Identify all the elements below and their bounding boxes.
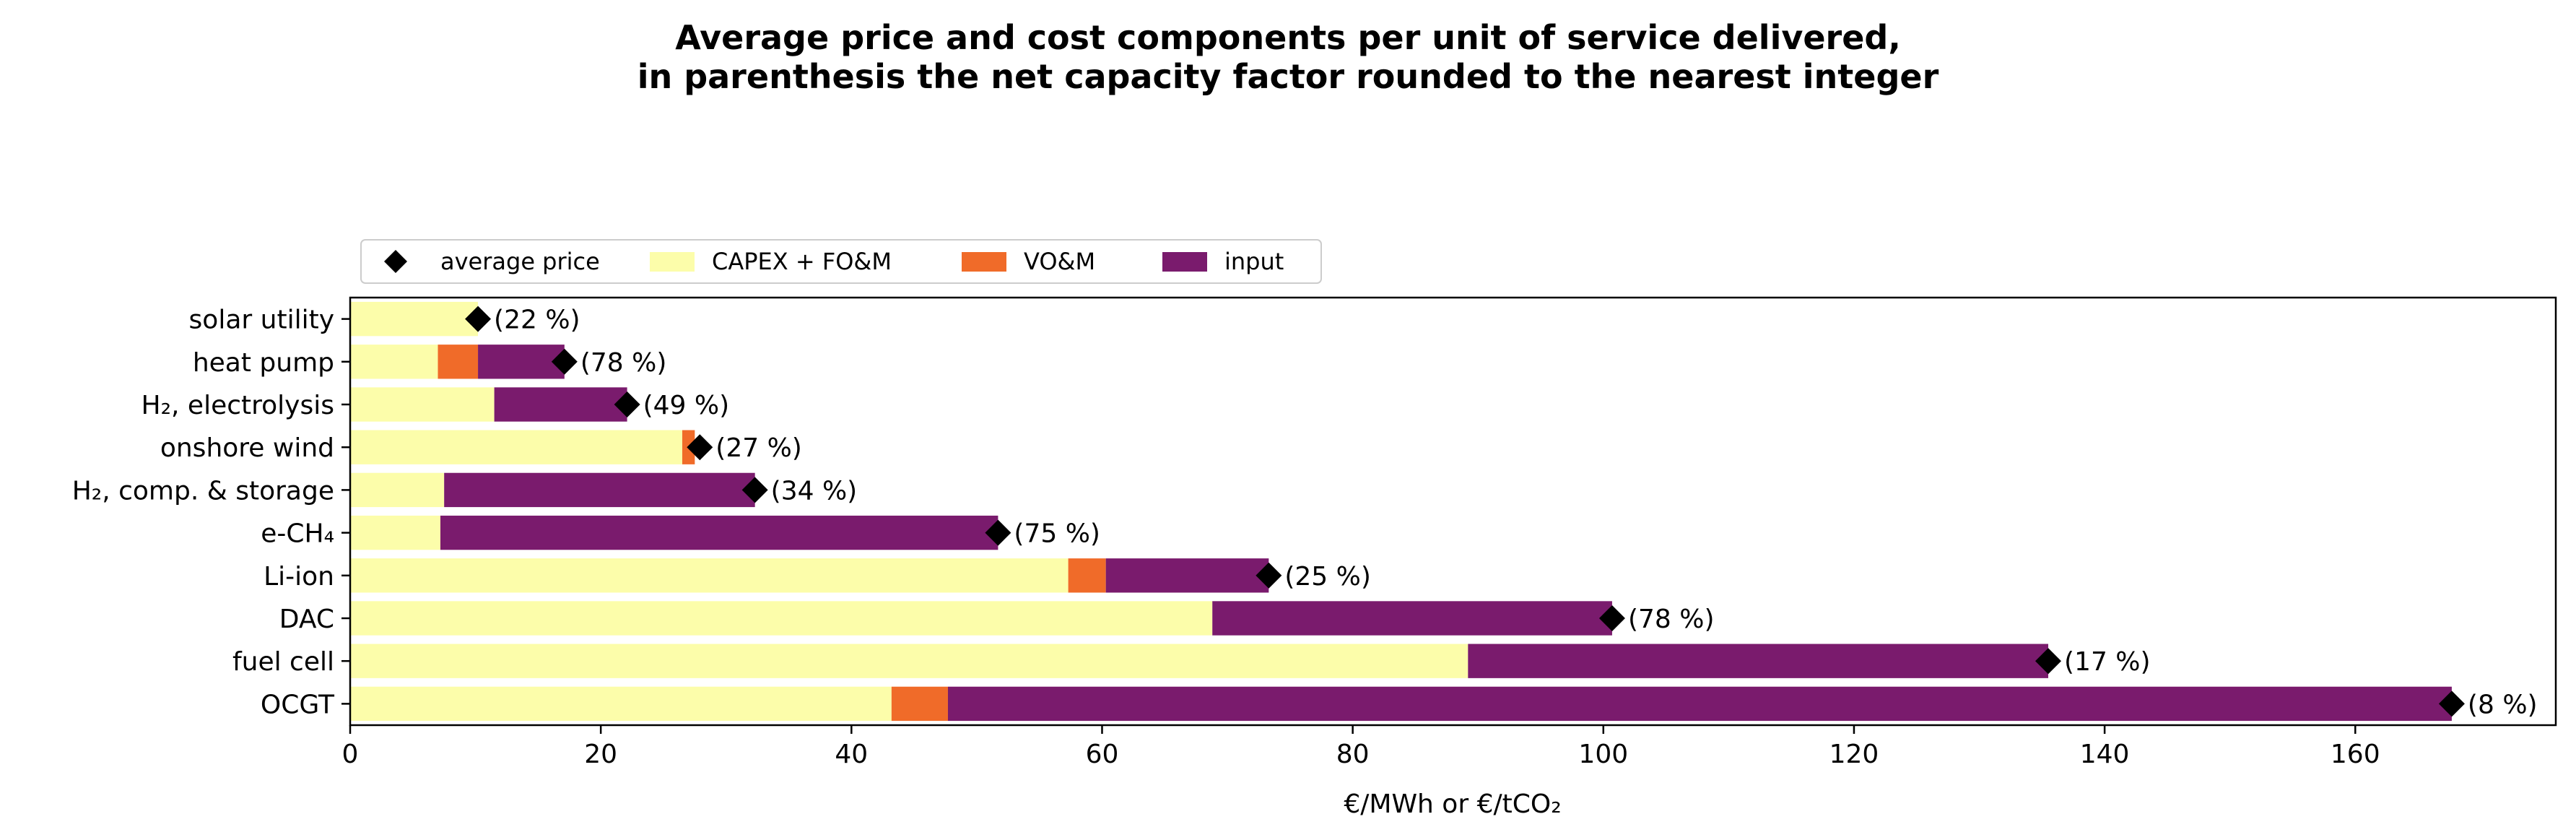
x-tick-label: 120 — [1829, 740, 1879, 769]
x-axis-label: €/MWh or €/tCO₂ — [1344, 789, 1561, 819]
capacity-factor-label: (25 %) — [1284, 562, 1371, 592]
capacity-factor-label: (8 %) — [2468, 690, 2538, 719]
bar-segment — [1068, 558, 1106, 593]
bar-segment — [440, 515, 998, 550]
average-price-marker — [2035, 648, 2062, 675]
category-label: H₂, electrolysis — [142, 391, 334, 420]
x-tick-label: 140 — [2080, 740, 2130, 769]
capacity-factor-label: (78 %) — [580, 348, 667, 378]
legend-label: average price — [440, 248, 600, 275]
capacity-factor-label: (27 %) — [715, 433, 802, 463]
bar-segment — [350, 644, 1468, 678]
axis-ticks: solar utility heat pump H₂, electrolysis on… — [72, 306, 2380, 769]
legend-swatch — [1162, 252, 1207, 272]
capacity-factor-label: (78 %) — [1628, 605, 1715, 634]
bar-segment — [350, 345, 438, 379]
capacity-factor-label: (34 %) — [771, 476, 858, 506]
average-price-marker — [551, 348, 578, 375]
bar-segment — [1468, 644, 2049, 678]
x-tick-label: 0 — [342, 740, 359, 769]
capacity-factor-label: (75 %) — [1014, 519, 1100, 549]
average-price-marker — [2438, 690, 2465, 717]
chart-title: Average price and cost components per un… — [638, 18, 1939, 96]
average-price-marker — [1598, 605, 1625, 631]
x-tick-label: 100 — [1578, 740, 1628, 769]
bar-segment — [350, 558, 1069, 593]
bar-segment — [350, 430, 682, 464]
category-label: solar utility — [189, 306, 334, 335]
legend-label: CAPEX + FO&M — [712, 248, 892, 275]
legend-swatch — [650, 252, 695, 272]
category-label: Li-ion — [264, 562, 334, 592]
legend-swatch — [962, 252, 1006, 272]
legend-label: VO&M — [1024, 248, 1095, 275]
x-tick-label: 20 — [584, 740, 617, 769]
average-price-marker — [741, 477, 768, 503]
category-label: DAC — [279, 605, 334, 634]
x-tick-label: 80 — [1336, 740, 1370, 769]
average-price-marker — [465, 306, 492, 332]
bar-segment — [350, 515, 440, 550]
category-label: onshore wind — [160, 433, 334, 463]
plot-frame — [349, 296, 2557, 727]
average-price-marker — [614, 391, 640, 417]
average-price-markers — [465, 306, 2465, 717]
chart-title-line-2: in parenthesis the net capacity factor r… — [638, 57, 1939, 96]
bar-segment — [478, 345, 565, 379]
category-label: H₂, comp. & storage — [72, 476, 334, 506]
bar-segment — [494, 387, 627, 422]
x-tick-label: 60 — [1086, 740, 1119, 769]
x-tick-label: 40 — [835, 740, 868, 769]
bar-segment — [350, 472, 445, 508]
capacity-factor-label: (17 %) — [2064, 647, 2151, 677]
chart-title-line-1: Average price and cost components per un… — [675, 18, 1901, 57]
bar-segment — [350, 601, 1213, 636]
legend-marker-average-price — [384, 250, 407, 273]
bar-segment — [891, 686, 948, 722]
bar-segment — [438, 345, 479, 379]
bar-segment — [444, 472, 755, 508]
bar-segment — [350, 387, 495, 422]
legend-frame — [360, 239, 1322, 284]
category-label: heat pump — [193, 348, 334, 378]
bars-layer — [350, 301, 2452, 722]
bar-segment — [350, 301, 479, 337]
bar-segment — [1105, 558, 1269, 593]
category-label: fuel cell — [232, 647, 334, 677]
x-tick-label: 160 — [2331, 740, 2380, 769]
legend: average price CAPEX + FO&M VO&M input — [360, 239, 1322, 284]
bar-segment — [1212, 601, 1612, 636]
bar-segment — [947, 686, 2452, 722]
average-price-marker — [985, 519, 1011, 546]
average-price-marker — [687, 434, 713, 461]
category-label: OCGT — [261, 690, 335, 719]
capacity-factor-labels: (22 %)(78 %)(49 %)(27 %)(34 %)(75 %)(25 … — [494, 306, 2538, 720]
average-price-marker — [1256, 562, 1282, 589]
capacity-factor-label: (49 %) — [643, 391, 730, 420]
category-label: e-CH₄ — [261, 519, 334, 549]
capacity-factor-label: (22 %) — [494, 306, 580, 335]
bar-segment — [350, 686, 892, 722]
legend-label: input — [1224, 248, 1284, 275]
